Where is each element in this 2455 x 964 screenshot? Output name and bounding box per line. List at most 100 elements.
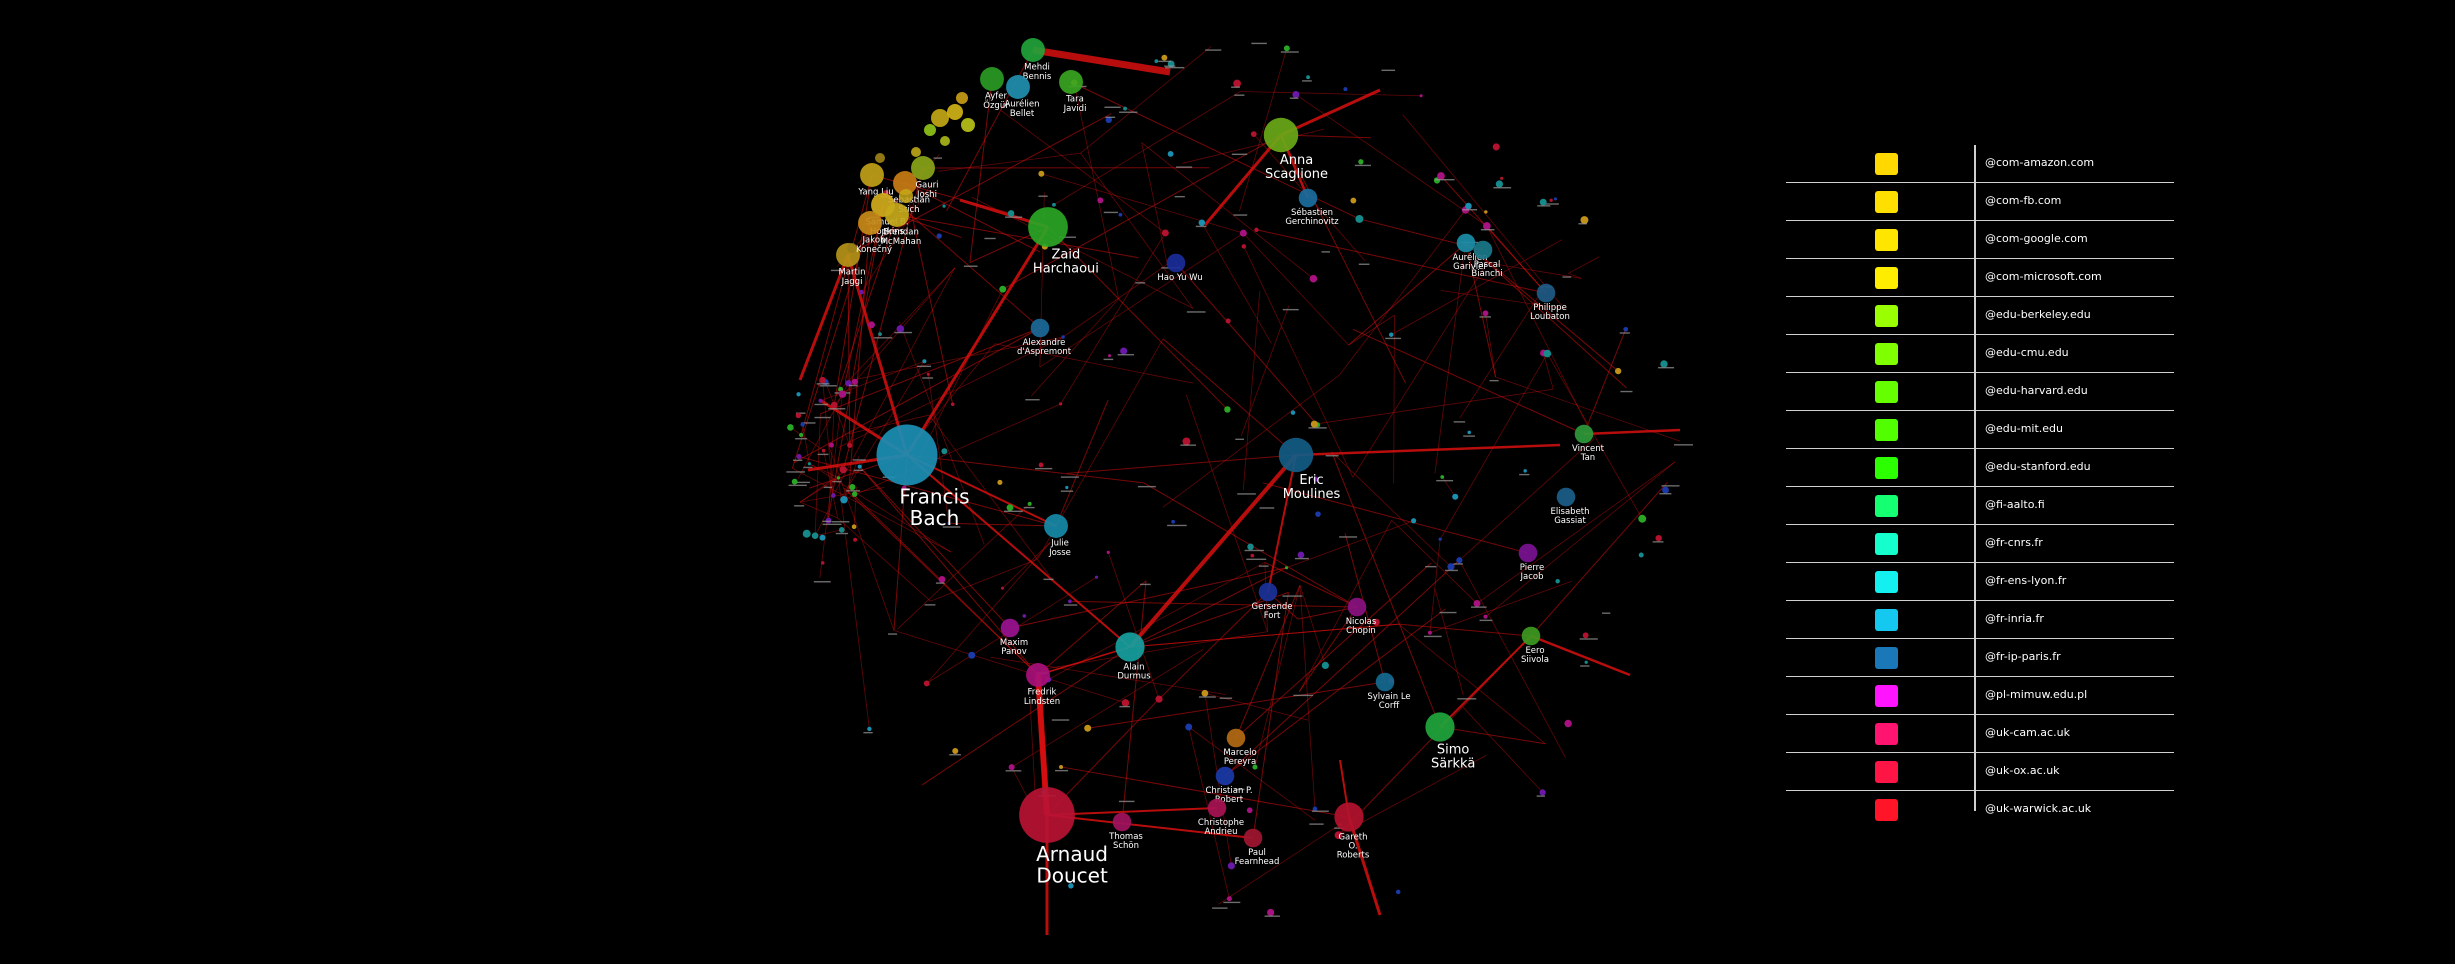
author-node[interactable] [1207,798,1227,818]
cluster-node [940,136,950,146]
minor-node-label-mark [1025,399,1040,401]
edge-strong [1046,807,1218,816]
author-node[interactable] [1226,728,1246,748]
author-node[interactable] [911,156,935,180]
author-label: Josse [1048,548,1071,558]
edge-coauthor [1439,726,1546,745]
edge-minor [1402,114,1565,309]
edge-coauthor [793,327,1041,463]
legend-swatch [1875,153,1898,175]
author-node[interactable] [1026,663,1050,687]
edge-coauthor [1252,592,1289,839]
author-node[interactable] [1278,437,1314,473]
edge-minor [930,558,1038,602]
cluster-node [847,243,857,253]
author-node[interactable] [893,171,917,195]
edge-minor [1000,110,1166,234]
author-node[interactable] [1044,514,1068,538]
minor-node-label-mark [1470,606,1487,608]
author-node[interactable] [1518,543,1538,563]
author-node[interactable] [1243,828,1263,848]
edge-minor [1429,539,1441,633]
edge-minor [1429,580,1573,634]
edge-coauthor [885,192,1041,329]
minor-node-label-mark [1480,229,1495,231]
author-label: Özgür [983,100,1009,111]
legend-label: @com-microsoft.com [1985,270,2102,283]
author-node[interactable] [1456,233,1476,253]
minor-node [800,422,805,427]
edge-coauthor [1530,481,1668,637]
minor-node [1250,131,1257,138]
legend-row: @uk-warwick.ac.uk [1786,791,2174,828]
author-node[interactable] [1298,188,1318,208]
minor-node [896,325,905,333]
cluster-node [956,92,968,104]
author-node[interactable] [980,67,1004,91]
minor-node [1310,420,1318,428]
legend-label: @com-google.com [1985,232,2088,245]
edge-coauthor [1175,262,1318,426]
author-node[interactable] [1258,582,1278,602]
author-node[interactable] [1000,618,1020,638]
author-node[interactable] [876,424,938,486]
legend-row: @fr-cnrs.fr [1786,525,2174,563]
author-node[interactable] [1215,766,1235,786]
edge-coauthor [847,254,851,446]
minor-node [1201,689,1209,697]
minor-node [1154,59,1159,64]
minor-node [811,532,819,540]
author-node[interactable] [1115,632,1145,662]
minor-node-label-mark [1258,565,1269,567]
author-node[interactable] [858,211,882,235]
author-node[interactable] [1166,253,1186,273]
minor-node-label-mark [1302,80,1312,82]
author-node[interactable] [1334,802,1364,832]
minor-node [1321,661,1329,670]
minor-node-label-mark [1205,49,1222,51]
edge-minor [1295,94,1488,227]
author-node[interactable] [885,203,909,227]
author-node[interactable] [1425,712,1455,742]
author-node[interactable] [1028,207,1068,247]
edge-coauthor [1002,134,1282,290]
minor-node-label-mark [1385,337,1401,340]
minor-node-label-mark [817,453,829,456]
author-node[interactable] [1019,787,1075,843]
author-label: Gareth [1338,832,1367,842]
author-node[interactable] [1006,75,1030,99]
author-node[interactable] [1021,38,1045,62]
author-node[interactable] [1574,424,1594,444]
minor-node [1267,908,1275,917]
author-node[interactable] [1059,70,1083,94]
minor-node [830,401,838,409]
author-node[interactable] [1263,117,1299,153]
author-label: Hopkins [870,227,905,237]
minor-node-label-mark [793,459,803,461]
minor-node [1549,198,1553,202]
author-label: Gassiat [1554,516,1586,526]
legend-row: @edu-mit.edu [1786,411,2174,449]
author-node[interactable] [1521,626,1541,646]
edge-strong [1280,88,1381,137]
author-node[interactable] [1347,597,1367,617]
author-node[interactable] [860,163,884,187]
minor-node [799,432,804,438]
legend-label: @fr-ip-paris.fr [1985,650,2061,663]
edge-minor [1440,290,1565,310]
author-node[interactable] [1556,487,1576,507]
author-node[interactable] [1473,240,1493,260]
edge-minor [861,183,932,293]
author-node[interactable] [1536,283,1556,303]
minor-node [952,748,959,755]
minor-node-label-mark [1059,236,1076,238]
minor-node-label-mark [1489,379,1499,382]
author-label: Anna [1280,153,1313,168]
author-label: Francis [899,485,969,509]
author-node[interactable] [1375,672,1395,692]
minor-node-label-mark [1457,698,1477,700]
legend-label: @edu-stanford.edu [1985,460,2091,473]
author-node[interactable] [1030,318,1050,338]
author-node[interactable] [1112,812,1132,832]
minor-node [1161,54,1168,61]
